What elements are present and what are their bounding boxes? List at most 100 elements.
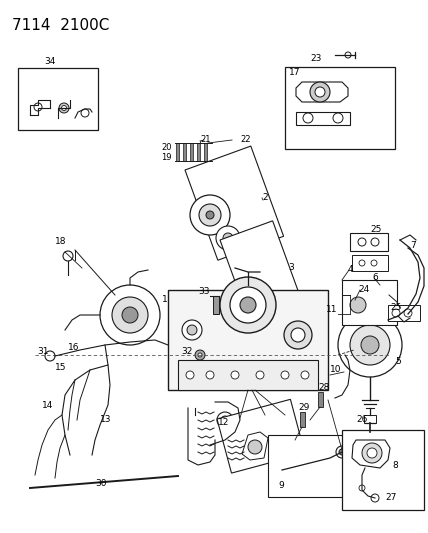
Circle shape (359, 485, 365, 491)
Circle shape (186, 371, 194, 379)
Circle shape (371, 494, 379, 502)
Bar (176, 143, 179, 161)
Text: 10: 10 (330, 366, 342, 375)
Circle shape (361, 336, 379, 354)
Bar (364, 415, 376, 423)
Bar (213, 296, 219, 314)
Circle shape (34, 103, 42, 111)
Circle shape (190, 195, 230, 235)
Circle shape (367, 448, 377, 458)
Bar (350, 233, 388, 251)
Circle shape (281, 371, 289, 379)
Circle shape (301, 371, 309, 379)
Text: 15: 15 (55, 364, 66, 373)
Text: 25: 25 (370, 225, 381, 235)
Circle shape (242, 278, 254, 290)
Text: 21: 21 (200, 135, 211, 144)
Bar (18, 68, 98, 130)
Bar (388, 305, 420, 321)
Circle shape (338, 313, 402, 377)
Text: 2: 2 (262, 192, 268, 201)
Bar (168, 290, 328, 390)
Circle shape (350, 297, 366, 313)
Text: 11: 11 (326, 305, 338, 314)
Text: 18: 18 (55, 238, 66, 246)
Circle shape (63, 251, 73, 261)
Bar (300, 412, 305, 427)
Circle shape (358, 238, 366, 246)
Text: 1: 1 (162, 295, 168, 304)
Text: 20: 20 (161, 143, 172, 152)
Text: 7114  2100C: 7114 2100C (12, 18, 110, 33)
Circle shape (350, 325, 390, 365)
Circle shape (122, 307, 138, 323)
Circle shape (248, 440, 262, 454)
Circle shape (315, 87, 325, 97)
Text: 4: 4 (348, 265, 354, 274)
Circle shape (359, 260, 365, 266)
Bar (184, 143, 187, 161)
Bar (217, 399, 305, 473)
Circle shape (81, 109, 89, 117)
Circle shape (217, 412, 233, 428)
Bar (318, 392, 323, 407)
Bar (342, 430, 424, 510)
Circle shape (198, 353, 202, 357)
Circle shape (371, 260, 377, 266)
Circle shape (206, 371, 214, 379)
Text: 13: 13 (100, 416, 112, 424)
Circle shape (221, 416, 229, 424)
Circle shape (206, 211, 214, 219)
Circle shape (216, 226, 240, 250)
Circle shape (371, 238, 379, 246)
Polygon shape (242, 432, 268, 460)
Text: 16: 16 (68, 343, 80, 352)
Circle shape (303, 113, 313, 123)
Circle shape (291, 328, 305, 342)
Circle shape (62, 106, 66, 110)
Circle shape (220, 277, 276, 333)
Bar (268, 435, 358, 497)
Text: 26: 26 (356, 416, 367, 424)
Circle shape (333, 113, 343, 123)
Text: 9: 9 (278, 481, 284, 490)
Circle shape (195, 350, 205, 360)
Text: 12: 12 (218, 418, 229, 427)
Circle shape (339, 449, 345, 455)
Text: 22: 22 (240, 135, 250, 144)
Circle shape (284, 321, 312, 349)
Circle shape (45, 351, 55, 361)
Text: 31: 31 (37, 348, 48, 357)
Bar (197, 143, 200, 161)
Circle shape (362, 443, 382, 463)
Text: 3: 3 (288, 262, 294, 271)
Bar (205, 143, 208, 161)
Bar (285, 67, 395, 149)
Bar (352, 255, 388, 271)
Text: 30: 30 (95, 480, 107, 489)
Text: 7: 7 (410, 240, 416, 249)
Circle shape (59, 103, 69, 113)
Text: 14: 14 (42, 400, 54, 409)
Circle shape (336, 446, 348, 458)
Circle shape (223, 233, 233, 243)
Bar (190, 143, 193, 161)
Circle shape (231, 371, 239, 379)
Text: 34: 34 (45, 57, 56, 66)
Text: 19: 19 (161, 154, 172, 163)
Circle shape (310, 82, 330, 102)
Text: 5: 5 (395, 358, 401, 367)
Circle shape (404, 309, 412, 317)
Text: 28: 28 (318, 384, 330, 392)
Text: 27: 27 (385, 494, 396, 503)
Circle shape (199, 204, 221, 226)
Text: 17: 17 (289, 68, 300, 77)
Circle shape (256, 371, 264, 379)
Circle shape (100, 285, 160, 345)
Text: 29: 29 (298, 403, 309, 413)
Polygon shape (296, 112, 350, 125)
Circle shape (230, 287, 266, 323)
Bar (342, 280, 397, 325)
Circle shape (345, 52, 351, 58)
Bar (178, 360, 318, 390)
